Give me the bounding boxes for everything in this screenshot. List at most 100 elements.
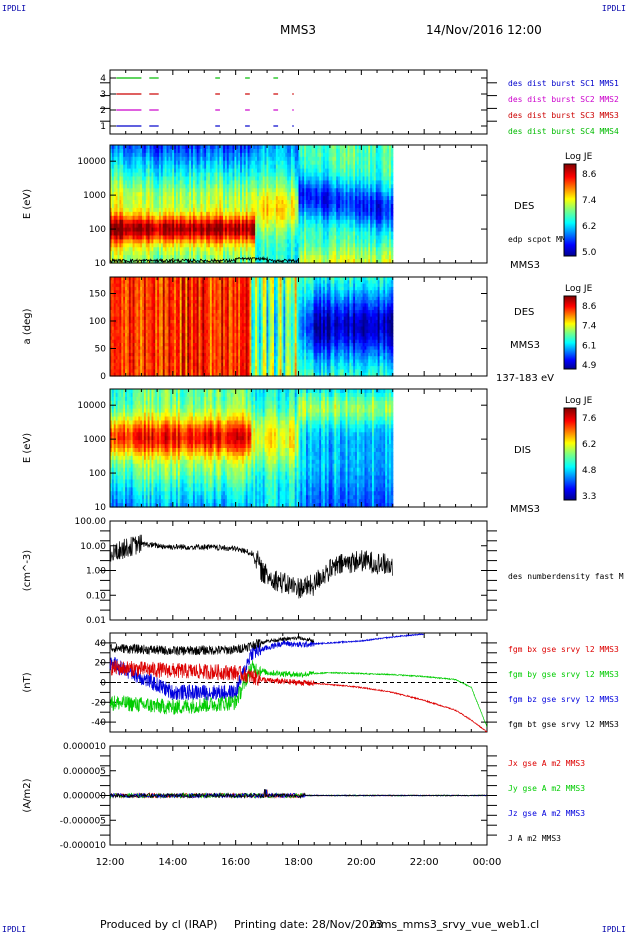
des-energy-panel-cell: [189, 223, 192, 229]
des-energy-panel-cell: [385, 243, 388, 248]
des-energy-panel-cell: [319, 152, 322, 158]
des-energy-panel-cell: [243, 188, 247, 193]
des-energy-panel-cell: [198, 227, 202, 233]
des-energy-panel-cell: [281, 168, 285, 174]
des-pitch-panel-cell: [110, 286, 113, 291]
des-energy-panel-cell: [211, 247, 215, 252]
des-energy-panel-cell: [345, 204, 349, 209]
des-energy-panel-cell: [292, 145, 296, 150]
des-energy-panel-cell: [383, 148, 386, 154]
des-energy-panel-cell: [219, 231, 222, 237]
des-energy-panel-cell: [217, 168, 220, 174]
des-pitch-panel-cell: [110, 352, 113, 357]
des-energy-panel-cell: [289, 196, 292, 201]
des-energy-panel-cell: [315, 231, 318, 237]
des-energy-panel-cell: [300, 204, 303, 209]
des-energy-panel-cell: [147, 180, 151, 185]
des-energy-panel-cell: [309, 204, 313, 209]
des-pitch-panel-cell: [123, 283, 126, 288]
des-energy-panel-cell: [145, 180, 149, 185]
des-energy-panel-cell: [160, 207, 164, 213]
des-energy-panel-cell: [175, 239, 179, 244]
des-energy-panel-cell: [241, 247, 245, 252]
des-pitch-panel-cell: [113, 349, 117, 354]
des-pitch-panel-cell: [125, 356, 128, 361]
des-energy-panel-cell: [230, 192, 234, 197]
des-energy-panel-cell: [134, 148, 137, 154]
des-energy-panel-cell: [132, 184, 136, 189]
des-energy-panel-cell: [247, 188, 251, 193]
des-pitch-panel-cell: [123, 296, 126, 301]
des-energy-panel-cell: [381, 204, 384, 209]
des-energy-panel-cell: [341, 235, 345, 240]
des-energy-panel-cell: [307, 259, 311, 264]
des-energy-panel-cell: [356, 200, 360, 205]
des-energy-panel-cell: [134, 215, 137, 221]
des-energy-panel-cell: [140, 211, 143, 217]
des-energy-panel-cell: [123, 168, 126, 174]
des-energy-panel-cell: [334, 160, 337, 166]
des-energy-panel-cell: [251, 235, 254, 240]
des-pitch-panel-cell: [119, 346, 122, 351]
des-energy-panel-cell: [309, 231, 313, 237]
des-energy-panel-cell: [373, 164, 377, 170]
des-energy-panel-cell: [145, 196, 149, 201]
des-energy-panel-cell: [228, 251, 232, 256]
des-energy-panel-cell: [349, 215, 352, 221]
des-pitch-panel-cell: [125, 349, 128, 354]
des-energy-panel-cell: [174, 247, 177, 252]
des-energy-panel-cell: [251, 243, 254, 248]
des-energy-panel-cell: [164, 243, 168, 248]
des-energy-panel-cell: [125, 231, 128, 237]
des-energy-panel-cell: [387, 223, 390, 229]
des-energy-panel-cell: [211, 164, 215, 170]
des-pitch-panel-cell: [115, 362, 119, 367]
des-energy-panel-cell: [375, 168, 379, 174]
des-energy-panel-cell: [311, 207, 315, 213]
des-energy-panel-cell: [326, 172, 330, 178]
des-energy-panel-cell: [351, 239, 354, 244]
des-energy-panel-cell: [304, 164, 307, 170]
des-energy-panel-cell: [268, 152, 271, 158]
des-energy-panel-cell: [279, 223, 283, 229]
des-energy-panel-cell: [126, 184, 130, 189]
des-energy-panel-cell: [132, 243, 136, 248]
des-pitch-panel-cell: [113, 372, 117, 377]
des-energy-panel-cell: [187, 148, 190, 154]
des-energy-panel-cell: [168, 247, 171, 252]
des-energy-panel-cell: [217, 192, 220, 197]
burst-legend-entry: des dist burst SC1 MMS1: [508, 79, 619, 88]
des-energy-panel-cell: [119, 251, 122, 256]
des-energy-panel-cell: [245, 200, 249, 205]
des-energy-panel-cell: [134, 251, 137, 256]
des-energy-panel-cell: [138, 160, 141, 166]
des-pitch-panel-cell: [119, 316, 122, 321]
des-energy-panel-cell: [202, 188, 205, 193]
des-pitch-panel-cell: [115, 326, 119, 331]
des-energy-panel-cell: [181, 196, 185, 201]
des-energy-panel-cell: [381, 156, 384, 162]
des-energy-panel-cell: [326, 204, 330, 209]
des-energy-panel-cell: [238, 160, 241, 166]
des-energy-panel-cell: [166, 176, 170, 181]
des-energy-panel-cell: [226, 160, 230, 166]
des-energy-panel-cell: [243, 251, 247, 256]
des-energy-panel-cell: [223, 200, 226, 205]
des-energy-panel-cell: [302, 219, 305, 225]
des-energy-panel-cell: [351, 211, 354, 217]
des-energy-panel-cell: [274, 200, 277, 205]
des-energy-panel-cell: [370, 184, 373, 189]
des-energy-panel-cell: [360, 259, 364, 264]
des-energy-panel-cell: [328, 227, 332, 233]
des-pitch-panel-cell: [126, 323, 130, 328]
des-energy-panel-cell: [347, 200, 350, 205]
des-energy-panel-cell: [128, 219, 132, 225]
des-energy-panel-cell: [185, 247, 188, 252]
des-pitch-panel-cell: [123, 280, 126, 285]
des-pitch-panel-cell: [113, 277, 117, 281]
des-energy-panel-cell: [159, 172, 162, 178]
des-energy-panel-cell: [275, 192, 279, 197]
des-energy-panel-cell: [279, 239, 283, 244]
des-energy-panel-cell: [213, 152, 217, 158]
des-energy-panel-cell: [277, 235, 281, 240]
